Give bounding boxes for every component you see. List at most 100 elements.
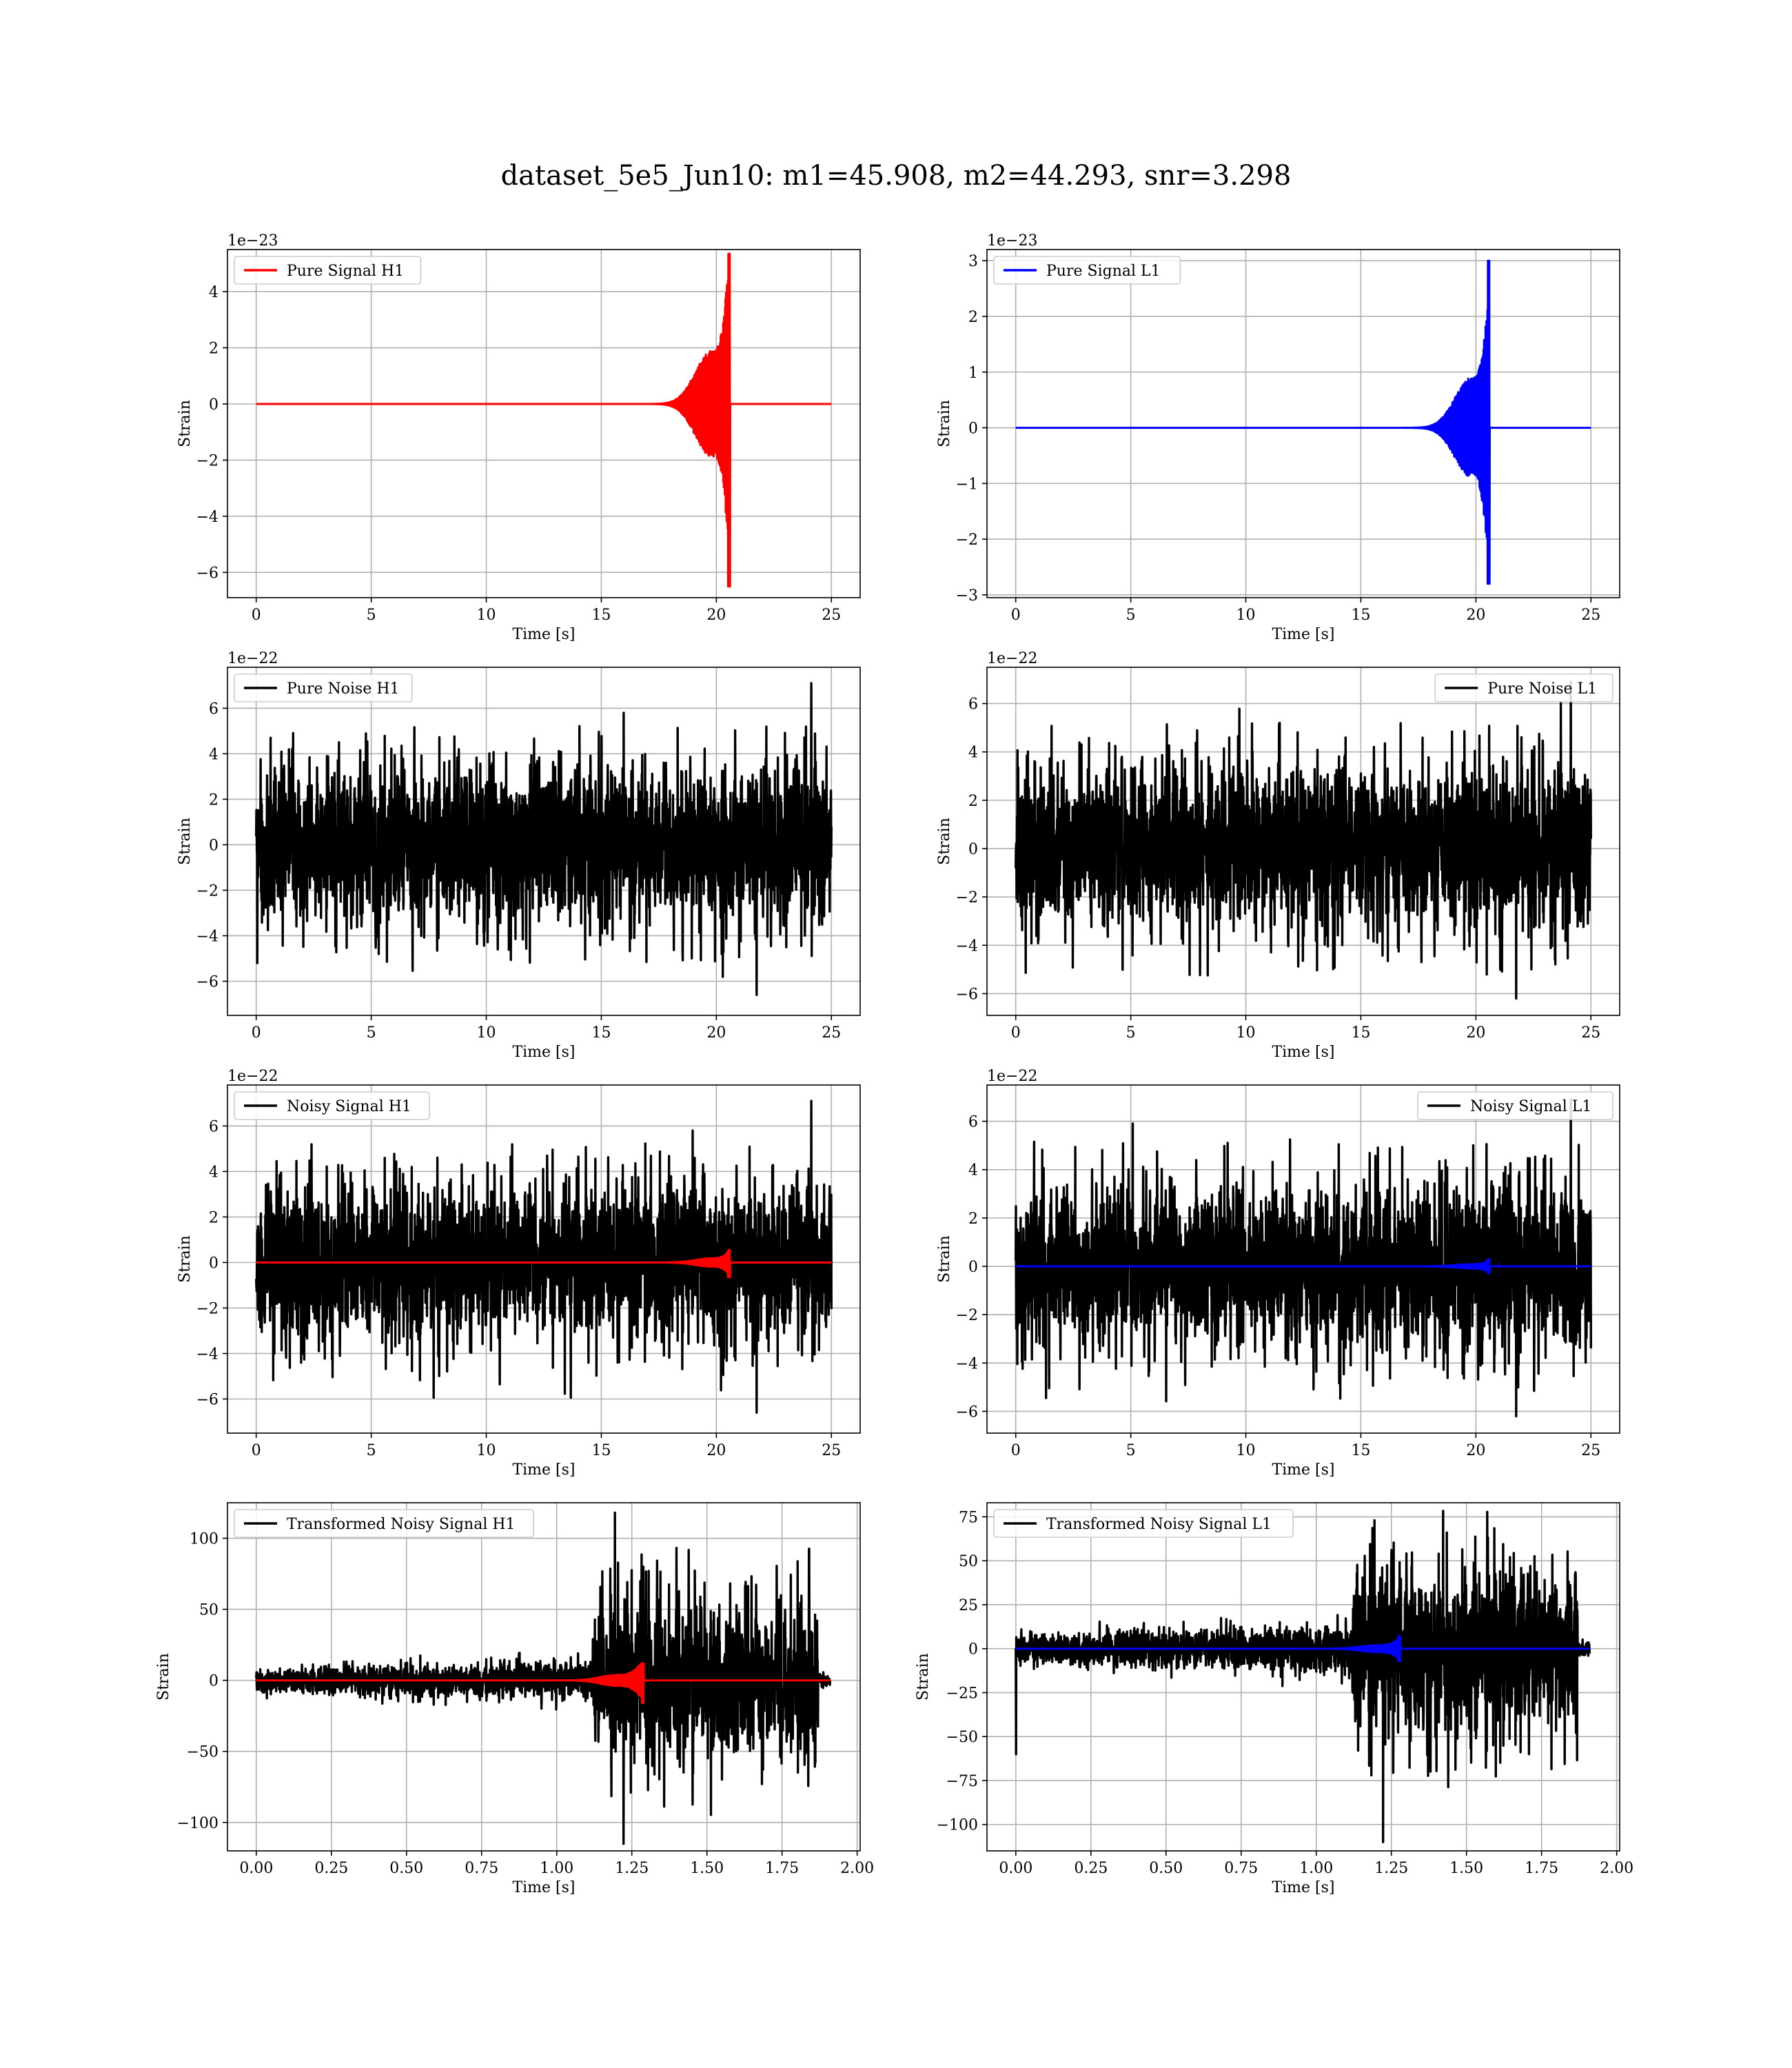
x-tick-label: 15 [591,1442,611,1459]
y-tick-label: −2 [956,531,978,549]
y-axis-label: Strain [936,400,953,447]
y-tick-label: −75 [946,1773,978,1790]
y-tick-label: 50 [959,1553,978,1570]
legend-entry: Noisy Signal L1 [1470,1098,1591,1115]
axes-frame [986,1084,1620,1434]
series-line-pure-noise-h1 [255,682,833,996]
x-tick-label: 0 [252,607,261,624]
x-tick-label: 0 [252,1442,261,1459]
x-tick-label: 5 [1126,607,1136,624]
y-tick-label: 2 [209,791,218,809]
plot-area [255,252,833,588]
y-axis-label: Strain [936,818,953,865]
legend-entry: Pure Signal H1 [287,263,404,280]
x-tick-label: 10 [477,607,496,624]
y-offset-label: 1e−22 [227,1068,278,1085]
series-line-pure-signal-l1 [1015,259,1592,585]
axes-frame [986,667,1620,1016]
x-tick-label: 0.50 [1149,1860,1183,1877]
axes-frame [227,1502,861,1852]
plot-area [255,1511,832,1845]
subplot-pure-signal-h1: 0 5 10 15 20 25 −6 −4 −2 0 2 4 Time [s] Strain 1e−23 Pu… [176,232,861,643]
y-tick-label: 0 [209,1673,218,1690]
legend: Pure Signal H1 [234,256,422,285]
x-tick-label: 25 [822,1024,841,1042]
y-offset-label: 1e−22 [987,650,1037,667]
x-tick-label: 15 [1351,1442,1370,1459]
y-tick-label: −4 [196,1346,218,1363]
legend: Pure Signal L1 [993,256,1181,285]
series-line-noisy-signal-h1 [255,1099,833,1414]
x-tick-label: 5 [367,1024,376,1042]
x-tick-label: 20 [1466,1442,1485,1459]
x-tick-label: 25 [1581,1024,1600,1042]
x-tick-label: 0.00 [999,1860,1032,1877]
subplot-pure-signal-l1: 0 5 10 15 20 25 −3 −2 −1 0 1 2 3 Time [s] Strain 1e−23 P… [936,232,1620,643]
y-tick-label: 50 [199,1602,218,1619]
x-tick-label: 15 [591,607,611,624]
plot-area [255,682,833,996]
y-tick-label: −4 [956,1355,978,1372]
x-tick-label: 1.75 [765,1860,799,1877]
series-line-chirp-1 [1015,1258,1592,1275]
y-axis-label: Strain [176,400,194,447]
y-axis-label: Strain [936,1235,953,1283]
axes-frame [227,1084,861,1434]
legend-entry: Transformed Noisy Signal L1 [1046,1516,1272,1533]
y-axis-label: Strain [176,1235,194,1283]
y-tick-label: 0 [209,837,218,854]
y-tick-label: −6 [196,1391,218,1408]
x-tick-label: 10 [477,1024,496,1042]
legend: Noisy Signal L1 [1417,1091,1613,1120]
x-tick-label: 1.25 [1374,1860,1408,1877]
x-axis-label: Time [s] [1272,1461,1334,1479]
y-tick-label: −2 [956,889,978,906]
x-tick-label: 20 [1466,607,1485,624]
x-tick-label: 25 [822,1442,841,1459]
axes-frame [227,667,861,1016]
legend: Pure Noise L1 [1434,673,1613,702]
legend-box [993,1509,1294,1538]
series-line-chirp-1 [255,1662,831,1705]
y-tick-label: 6 [968,1114,978,1131]
series-line-transformed-noisy-signal-h1 [255,1511,832,1845]
x-tick-label: 25 [1581,607,1600,624]
y-tick-label: −4 [196,928,218,945]
legend: Noisy Signal H1 [234,1091,430,1120]
y-tick-label: 75 [959,1509,978,1526]
x-tick-label: 5 [1126,1024,1136,1042]
y-tick-label: −4 [956,937,978,955]
series-line-pure-signal-h1 [255,252,833,588]
y-tick-label: 4 [209,746,218,763]
y-tick-label: 2 [968,1210,978,1228]
x-tick-label: 2.00 [840,1860,874,1877]
x-tick-label: 20 [706,1442,726,1459]
y-tick-label: 1 [968,365,978,382]
legend: Pure Noise H1 [234,673,413,702]
x-axis-label: Time [s] [1272,626,1334,643]
x-tick-label: 0 [1011,1442,1021,1459]
legend-box [234,256,422,285]
legend-entry: Pure Signal L1 [1046,263,1161,280]
y-tick-label: −6 [956,1403,978,1421]
y-tick-label: 100 [190,1531,218,1548]
x-tick-label: 15 [1351,1024,1370,1042]
y-tick-label: 0 [968,420,978,438]
x-tick-label: 20 [1466,1024,1485,1042]
x-tick-label: 20 [706,607,726,624]
x-tick-label: 0.75 [465,1860,498,1877]
y-tick-label: 0 [968,1259,978,1276]
x-tick-label: 1.50 [1449,1860,1483,1877]
x-tick-label: 0.75 [1224,1860,1258,1877]
series-line-chirp-1 [255,1248,833,1279]
x-tick-label: 0 [1011,607,1021,624]
x-tick-label: 10 [477,1442,496,1459]
x-tick-label: 10 [1236,1442,1256,1459]
y-tick-label: 2 [968,309,978,326]
x-tick-label: 1.00 [1299,1860,1333,1877]
x-tick-label: 0.00 [239,1860,273,1877]
y-tick-label: −3 [956,587,978,605]
legend-box [234,1091,430,1120]
